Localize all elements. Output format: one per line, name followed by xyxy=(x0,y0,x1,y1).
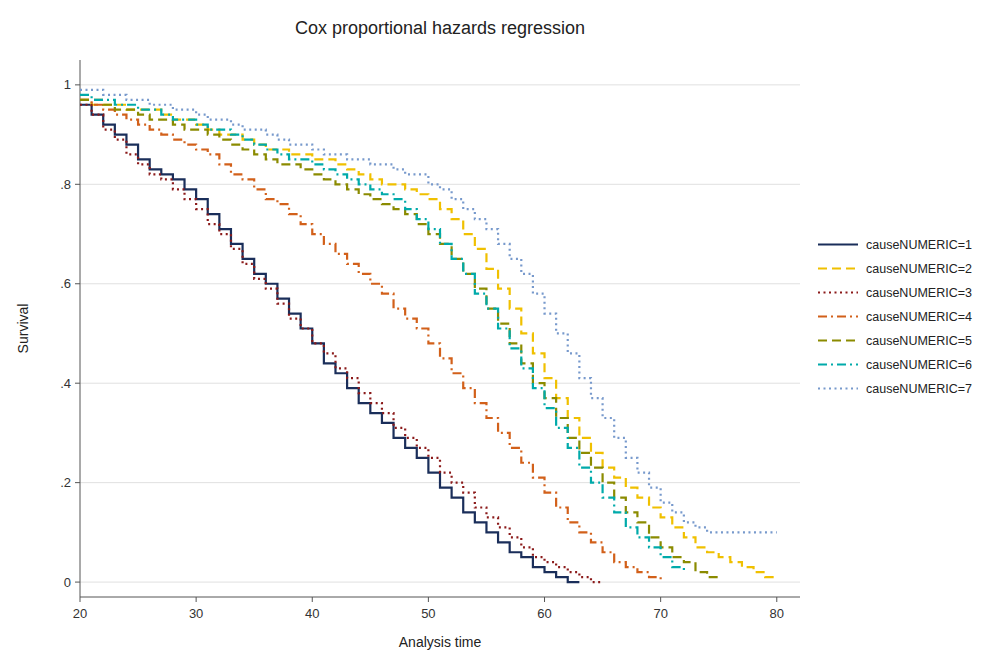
y-tick xyxy=(75,383,80,384)
title: Cox proportional hazards regression xyxy=(295,18,585,38)
legend-swatch xyxy=(818,291,858,293)
legend-label: causeNUMERIC=7 xyxy=(866,382,972,396)
x-tick-label: 60 xyxy=(537,606,551,621)
y-axis-label: Survival xyxy=(15,304,31,354)
legend-label: causeNUMERIC=3 xyxy=(866,286,972,300)
x-tick xyxy=(80,597,81,602)
legend-swatch xyxy=(818,363,858,365)
grid-line xyxy=(80,184,800,185)
legend-swatch xyxy=(818,387,858,389)
legend-label: causeNUMERIC=2 xyxy=(866,262,972,276)
y-tick-label: .6 xyxy=(60,276,71,291)
x-tick-label: 30 xyxy=(189,606,203,621)
x-tick xyxy=(660,597,661,602)
series-line xyxy=(80,95,684,572)
y-tick-label: .2 xyxy=(60,475,71,490)
chart: 0 .2 .4 .6 .8 1 20 30 40 50 60 70 80 Cox proportional… xyxy=(0,0,1000,667)
y-tick-label: .8 xyxy=(60,177,71,192)
x-tick-label: 20 xyxy=(73,606,87,621)
plot-area xyxy=(80,90,777,582)
grid-line xyxy=(80,84,800,85)
series-line xyxy=(80,105,603,582)
y-tick-label: 0 xyxy=(64,575,71,590)
x-axis-label: Analysis time xyxy=(399,634,482,650)
x-tick xyxy=(428,597,429,602)
grid-line xyxy=(80,383,800,384)
x-tick-label: 50 xyxy=(421,606,435,621)
y-tick xyxy=(75,283,80,284)
x-tick xyxy=(196,597,197,602)
x-tick xyxy=(544,597,545,602)
y-axis-line xyxy=(80,60,81,597)
series-line xyxy=(80,100,661,582)
x-tick xyxy=(312,597,313,602)
grid-line xyxy=(80,582,800,583)
y-tick xyxy=(75,84,80,85)
legend-swatch xyxy=(818,243,858,245)
x-tick-label: 70 xyxy=(653,606,667,621)
legend: causeNUMERIC=1 causeNUMERIC=2 causeNUMERIC… xyxy=(818,238,972,396)
y-tick xyxy=(75,582,80,583)
legend-label: causeNUMERIC=5 xyxy=(866,334,972,348)
legend-label: causeNUMERIC=1 xyxy=(866,238,972,252)
legend-label: causeNUMERIC=6 xyxy=(866,358,972,372)
y-tick xyxy=(75,482,80,483)
x-tick-label: 80 xyxy=(770,606,784,621)
legend-label: causeNUMERIC=4 xyxy=(866,310,972,324)
legend-swatch xyxy=(818,315,858,317)
y-tick xyxy=(75,184,80,185)
y-tick-label: .4 xyxy=(60,376,71,391)
x-tick-label: 40 xyxy=(305,606,319,621)
series-line xyxy=(80,105,579,582)
grid-line xyxy=(80,283,800,284)
legend-swatch xyxy=(818,339,858,341)
y-tick-label: 1 xyxy=(64,77,71,92)
series-line xyxy=(80,90,777,533)
x-axis-line xyxy=(80,597,800,598)
x-tick xyxy=(776,597,777,602)
legend-swatch xyxy=(818,267,858,269)
series-line xyxy=(80,100,719,577)
